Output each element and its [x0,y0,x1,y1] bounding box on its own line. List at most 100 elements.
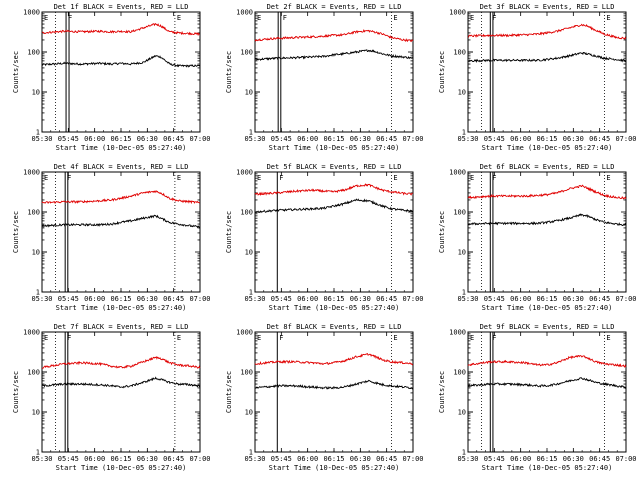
chart-title: Det 9f BLACK = Events, RED = LLD [480,323,615,331]
plot-frame [41,331,201,453]
y-tick-label: 10 [32,409,40,417]
x-tick-label: 06:45 [589,455,610,463]
marker-label: E [393,174,397,182]
x-axis-label: Start Time (10-Dec-05 05:27:40) [269,304,400,312]
x-tick-label: 05:45 [271,135,292,143]
x-tick-label: 06:30 [563,295,584,303]
marker-label: E [393,14,397,22]
chart-title: Det 6f BLACK = Events, RED = LLD [480,163,615,171]
x-tick-label: 07:00 [615,455,636,463]
chart-title: Det 5f BLACK = Events, RED = LLD [267,163,402,171]
y-tick-label: 10 [458,249,466,257]
x-tick-label: 06:30 [137,295,158,303]
x-tick-label: 06:00 [84,455,105,463]
x-tick-label: 06:15 [536,295,557,303]
y-tick-label: 100 [240,209,253,217]
x-tick-label: 06:00 [510,295,531,303]
marker-label: F [279,334,283,342]
plot-frame [254,171,414,293]
y-tick-label: 10 [458,89,466,97]
x-tick-label: 05:45 [271,455,292,463]
marker-label: F [68,14,72,22]
chart-panel-9: Det 9f BLACK = Events, RED = LLD 1 10 100 10… [438,323,637,472]
x-tick-label: 06:00 [297,295,318,303]
marker-label: E [393,334,397,342]
y-tick-label: 100 [453,49,466,57]
x-tick-label: 06:45 [589,135,610,143]
chart-panel-3: Det 3f BLACK = Events, RED = LLD 1 10 100 10… [438,3,637,152]
x-axis-label: Start Time (10-Dec-05 05:27:40) [269,144,400,152]
x-tick-label: 06:45 [163,295,184,303]
events-series-line [468,377,627,389]
x-tick-label: 06:15 [323,295,344,303]
chart-panel-2: Det 2f BLACK = Events, RED = LLD 1 10 100 10… [225,3,424,152]
events-series-line [254,49,414,61]
chart-panel-6: Det 6f BLACK = Events, RED = LLD 1 10 100 10… [438,163,637,312]
plot-frame [254,331,414,453]
x-tick-label: 06:15 [110,135,131,143]
lld-series-line [254,183,413,197]
x-axis-label: Start Time (10-Dec-05 05:27:40) [482,304,613,312]
chart-title: Det 7f BLACK = Events, RED = LLD [54,323,189,331]
x-tick-label: 06:30 [350,295,371,303]
y-tick-label: 1 [36,449,40,457]
lld-series-line [41,190,201,205]
x-tick-label: 06:15 [110,295,131,303]
x-tick-label: 05:45 [58,295,79,303]
marker-label: E [44,14,48,22]
y-tick-label: 1 [462,449,466,457]
x-tick-label: 05:30 [457,455,478,463]
y-tick-label: 1 [462,289,466,297]
x-tick-label: 05:45 [58,455,79,463]
marker-label: E [177,14,181,22]
plot-frame [41,171,201,293]
x-axis-label: Start Time (10-Dec-05 05:27:40) [482,144,613,152]
marker-label: E [257,174,261,182]
x-tick-label: 06:45 [376,455,397,463]
y-tick-label: 1 [249,289,253,297]
chart-title: Det 2f BLACK = Events, RED = LLD [267,3,402,11]
marker-label: F [492,334,496,342]
events-series-line [467,51,627,63]
events-series-line [467,213,627,226]
x-tick-label: 07:00 [615,295,636,303]
x-tick-label: 07:00 [615,135,636,143]
x-tick-label: 06:30 [563,135,584,143]
marker-label: F [67,334,71,342]
x-tick-label: 06:15 [323,135,344,143]
y-tick-label: 1 [249,449,253,457]
x-tick-label: 07:00 [402,135,423,143]
y-tick-label: 100 [453,209,466,217]
x-tick-label: 05:45 [271,295,292,303]
x-tick-label: 05:30 [31,295,52,303]
plot-frame [467,11,627,133]
y-axis-label: Counts/sec [225,371,233,413]
x-tick-label: 06:45 [589,295,610,303]
y-axis-label: Counts/sec [438,51,446,93]
lld-series-line [41,22,200,37]
chart-panel-5: Det 5f BLACK = Events, RED = LLD 1 10 100 10… [225,163,424,312]
events-series-line [41,376,201,389]
x-tick-label: 06:00 [510,455,531,463]
marker-label: F [492,174,496,182]
y-tick-label: 10 [32,249,40,257]
x-axis-label: Start Time (10-Dec-05 05:27:40) [482,464,613,472]
marker-label: E [606,174,610,182]
x-tick-label: 06:15 [536,455,557,463]
x-axis-label: Start Time (10-Dec-05 05:27:40) [269,464,400,472]
x-tick-label: 06:15 [536,135,557,143]
y-tick-label: 10 [245,89,253,97]
y-axis-label: Counts/sec [225,51,233,93]
x-tick-label: 06:30 [137,455,158,463]
x-tick-label: 06:45 [163,135,184,143]
chart-panel-4: Det 4f BLACK = Events, RED = LLD 1 10 100 10… [12,163,211,312]
marker-label: E [44,334,48,342]
marker-label: E [257,334,261,342]
x-tick-label: 07:00 [189,455,210,463]
x-tick-label: 05:30 [457,295,478,303]
marker-label: E [470,334,474,342]
y-tick-label: 100 [27,369,40,377]
chart-panel-7: Det 7f BLACK = Events, RED = LLD 1 10 100 10… [12,323,211,472]
y-tick-label: 10 [245,409,253,417]
marker-label: E [177,174,181,182]
